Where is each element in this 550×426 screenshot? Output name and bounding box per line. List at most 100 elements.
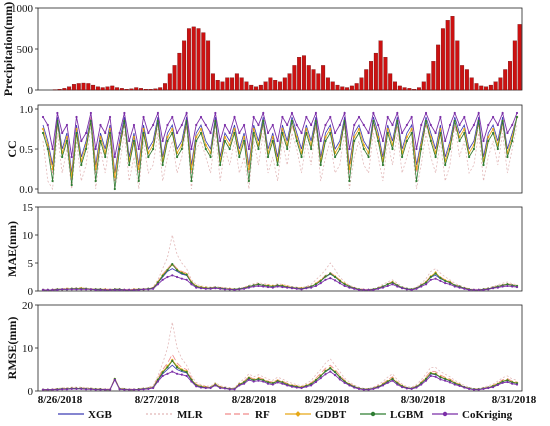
series-line-rf: [43, 354, 517, 389]
series-point-cokriging: [353, 386, 355, 388]
series-point-cokriging: [47, 389, 49, 391]
series-point-cokriging: [272, 383, 274, 385]
series-point-lgbm: [162, 275, 164, 277]
precipitation-bar: [355, 83, 359, 90]
series-point-lgbm: [133, 140, 135, 142]
y-tick-label: 500: [17, 44, 34, 56]
legend-label: GDBT: [315, 409, 347, 421]
series-point-cokriging: [219, 140, 221, 142]
precipitation-bar: [293, 65, 297, 90]
series-point-lgbm: [243, 140, 245, 142]
series-point-cokriging: [80, 288, 82, 290]
series-point-cokriging: [324, 124, 326, 126]
series-point-cokriging: [51, 289, 53, 291]
cc-y-label: CC: [5, 140, 19, 157]
precipitation-bar: [72, 84, 76, 90]
series-point-cokriging: [449, 124, 451, 126]
series-point-cokriging: [133, 124, 135, 126]
y-tick-label: 0.5: [19, 144, 33, 156]
precipitation-bar: [427, 74, 431, 90]
y-tick-label: 10: [22, 230, 34, 242]
series-point-cokriging: [90, 112, 92, 114]
series-point-cokriging: [339, 378, 341, 380]
precipitation-bar: [91, 85, 95, 90]
series-point-cokriging: [391, 380, 393, 382]
rmse-lines: [42, 322, 519, 391]
series-point-cokriging: [190, 148, 192, 150]
series-point-cokriging: [61, 388, 63, 390]
series-point-lgbm: [449, 148, 451, 150]
series-point-cokriging: [478, 112, 480, 114]
precipitation-bar: [249, 85, 253, 90]
series-point-cokriging: [387, 285, 389, 287]
series-point-lgbm: [171, 263, 173, 265]
series-point-cokriging: [377, 386, 379, 388]
series-point-lgbm: [482, 164, 484, 166]
series-point-lgbm: [166, 366, 168, 368]
legend-marker: [443, 412, 447, 416]
x-tick-label: 8/30/2018: [401, 394, 446, 406]
series-point-cokriging: [463, 386, 465, 388]
precipitation-bar: [235, 74, 239, 90]
series-point-cokriging: [243, 288, 245, 290]
precipitation-bar: [360, 78, 364, 90]
series-point-cokriging: [430, 279, 432, 281]
series-point-cokriging: [128, 389, 130, 391]
series-point-lgbm: [358, 132, 360, 134]
series-point-cokriging: [439, 280, 441, 282]
precipitation-bar: [508, 61, 512, 90]
series-point-lgbm: [320, 280, 322, 282]
series-point-cokriging: [181, 374, 183, 376]
series-point-lgbm: [262, 120, 264, 122]
precipitation-bar: [441, 29, 445, 91]
series-point-lgbm: [329, 367, 331, 369]
series-point-cokriging: [487, 387, 489, 389]
series-point-cokriging: [166, 124, 168, 126]
series-line-lgbm: [43, 264, 517, 290]
series-point-cokriging: [482, 140, 484, 142]
precipitation-bar: [475, 83, 479, 90]
precipitation-bar: [446, 20, 450, 90]
precipitation-bar: [455, 41, 459, 90]
precipitation-bar: [149, 89, 153, 90]
precipitation-bar: [336, 85, 340, 90]
x-tick-label: 8/31/2018: [492, 394, 537, 406]
precipitation-bar: [77, 83, 81, 90]
series-point-cokriging: [411, 388, 413, 390]
series-point-lgbm: [320, 164, 322, 166]
series-point-cokriging: [119, 289, 121, 291]
precipitation-bar: [245, 82, 249, 90]
series-point-cokriging: [123, 389, 125, 391]
series-point-cokriging: [339, 124, 341, 126]
series-point-lgbm: [458, 140, 460, 142]
series-point-cokriging: [176, 276, 178, 278]
precipitation-bar: [321, 65, 325, 90]
series-point-lgbm: [406, 140, 408, 142]
series-point-cokriging: [267, 132, 269, 134]
series-point-cokriging: [200, 116, 202, 118]
series-point-cokriging: [358, 388, 360, 390]
legend-label: MLR: [177, 409, 204, 421]
series-point-cokriging: [377, 124, 379, 126]
precipitation-bar: [345, 88, 349, 90]
series-point-lgbm: [439, 277, 441, 279]
series-point-cokriging: [334, 374, 336, 376]
precipitation-bar: [503, 70, 507, 91]
precipitation-bar: [67, 87, 71, 90]
series-point-cokriging: [406, 288, 408, 290]
series-point-lgbm: [281, 132, 283, 134]
precipitation-bar: [317, 74, 321, 90]
series-point-cokriging: [214, 384, 216, 386]
series-point-cokriging: [339, 282, 341, 284]
precipitation-bar: [417, 88, 421, 90]
precipitation-bar: [273, 80, 277, 90]
series-point-cokriging: [243, 383, 245, 385]
series-point-lgbm: [435, 156, 437, 158]
precipitation-bar: [312, 70, 316, 91]
series-point-cokriging: [238, 384, 240, 386]
precipitation-bar: [144, 89, 148, 90]
series-point-cokriging: [305, 287, 307, 289]
series-point-cokriging: [262, 285, 264, 287]
series-point-cokriging: [90, 288, 92, 290]
